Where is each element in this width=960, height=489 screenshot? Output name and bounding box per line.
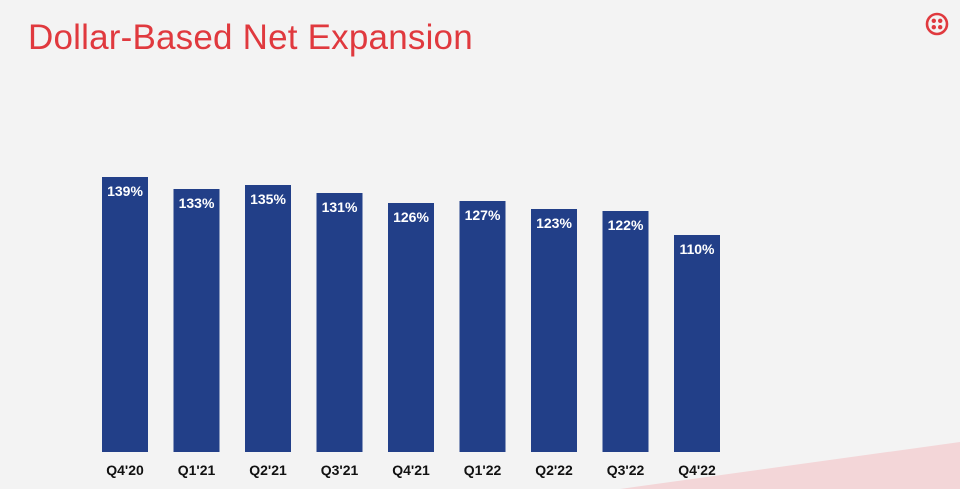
bar-Q4'20	[102, 177, 148, 452]
bar-Q4'22	[674, 235, 720, 452]
x-tick-label: Q2'22	[535, 462, 573, 478]
data-label: 110%	[679, 241, 715, 257]
bar-Q3'22	[602, 211, 649, 452]
x-tick-label: Q1'22	[464, 462, 502, 478]
x-tick-label: Q4'20	[106, 462, 144, 478]
x-tick-label: Q3'22	[607, 462, 645, 478]
bar-Q3'21	[316, 193, 363, 452]
data-label: 139%	[107, 183, 143, 199]
data-label: 122%	[608, 217, 644, 233]
twilio-logo-icon	[925, 12, 949, 36]
bar-Q2'21	[245, 185, 291, 452]
x-tick-label: Q3'21	[321, 462, 359, 478]
data-label: 135%	[250, 191, 286, 207]
data-label: 127%	[465, 207, 501, 223]
bar-Q4'21	[388, 203, 434, 452]
page-title: Dollar-Based Net Expansion	[28, 18, 473, 57]
bar-Q1'21	[173, 189, 220, 452]
x-tick-label: Q4'21	[392, 462, 430, 478]
data-label: 123%	[536, 215, 572, 231]
x-tick-label: Q1'21	[178, 462, 216, 478]
bar-Q2'22	[531, 209, 577, 452]
data-label: 131%	[322, 199, 358, 215]
x-tick-label: Q2'21	[249, 462, 287, 478]
x-tick-label: Q4'22	[678, 462, 716, 478]
data-label: 126%	[393, 209, 429, 225]
data-label: 133%	[179, 195, 215, 211]
bar-Q1'22	[459, 201, 506, 452]
